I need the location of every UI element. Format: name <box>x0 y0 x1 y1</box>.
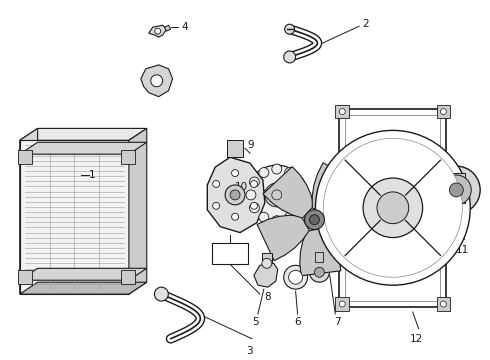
Circle shape <box>249 203 259 213</box>
Circle shape <box>433 166 480 214</box>
Circle shape <box>441 301 446 307</box>
Circle shape <box>441 109 446 114</box>
Circle shape <box>449 183 464 197</box>
Circle shape <box>259 212 269 222</box>
Polygon shape <box>323 208 371 249</box>
Circle shape <box>441 175 471 205</box>
Circle shape <box>265 183 289 207</box>
Polygon shape <box>20 268 147 280</box>
Circle shape <box>315 267 324 277</box>
Polygon shape <box>141 65 172 96</box>
Polygon shape <box>20 140 129 294</box>
Text: 9: 9 <box>247 140 254 150</box>
Circle shape <box>305 210 324 230</box>
Circle shape <box>246 190 256 200</box>
Circle shape <box>377 192 409 224</box>
Text: 5: 5 <box>253 317 259 327</box>
Circle shape <box>232 213 239 220</box>
Circle shape <box>285 24 294 34</box>
Circle shape <box>316 130 470 285</box>
Polygon shape <box>165 25 171 31</box>
Text: 8: 8 <box>264 292 270 302</box>
Polygon shape <box>312 163 358 215</box>
Circle shape <box>213 202 220 209</box>
Polygon shape <box>20 282 147 294</box>
Polygon shape <box>20 142 147 154</box>
Circle shape <box>285 212 294 222</box>
Text: 11: 11 <box>456 246 469 256</box>
Text: 7: 7 <box>334 317 341 327</box>
Circle shape <box>213 180 220 188</box>
Circle shape <box>249 177 259 187</box>
Circle shape <box>250 202 257 209</box>
Bar <box>451 173 466 203</box>
Circle shape <box>272 190 282 200</box>
Circle shape <box>225 185 245 205</box>
Circle shape <box>272 216 282 226</box>
Circle shape <box>154 287 169 301</box>
Circle shape <box>323 138 462 277</box>
Polygon shape <box>257 215 309 261</box>
Circle shape <box>310 215 319 225</box>
Circle shape <box>284 51 295 63</box>
Polygon shape <box>207 157 265 233</box>
Circle shape <box>151 75 163 87</box>
Circle shape <box>259 167 269 177</box>
Text: 4: 4 <box>181 22 188 32</box>
Text: 2: 2 <box>362 19 368 29</box>
Text: 3: 3 <box>246 346 253 356</box>
Circle shape <box>310 262 329 282</box>
Text: 12: 12 <box>410 334 423 344</box>
Bar <box>121 150 135 164</box>
Polygon shape <box>20 129 38 294</box>
Circle shape <box>339 109 345 114</box>
Circle shape <box>294 177 304 187</box>
Text: 6: 6 <box>294 317 301 327</box>
Bar <box>212 243 248 264</box>
Circle shape <box>294 203 304 213</box>
Polygon shape <box>316 252 323 262</box>
Bar <box>437 297 450 311</box>
Circle shape <box>247 165 307 225</box>
Polygon shape <box>149 25 167 37</box>
Circle shape <box>272 164 282 174</box>
Circle shape <box>285 167 294 177</box>
Circle shape <box>289 270 302 284</box>
Circle shape <box>339 301 345 307</box>
Bar <box>18 270 32 284</box>
Circle shape <box>284 265 308 289</box>
Polygon shape <box>300 228 341 276</box>
Circle shape <box>262 258 272 268</box>
Bar <box>339 109 446 307</box>
Bar <box>335 297 349 311</box>
Circle shape <box>155 28 161 34</box>
Circle shape <box>232 170 239 176</box>
Text: 1: 1 <box>89 170 96 180</box>
Bar <box>335 105 349 118</box>
Polygon shape <box>262 253 272 264</box>
Polygon shape <box>263 167 314 218</box>
Polygon shape <box>129 129 147 294</box>
Polygon shape <box>435 182 441 198</box>
Polygon shape <box>254 264 278 287</box>
Circle shape <box>250 180 257 188</box>
Bar <box>345 114 441 301</box>
Circle shape <box>297 190 308 200</box>
Polygon shape <box>227 140 243 157</box>
Text: 10: 10 <box>235 182 248 192</box>
Bar <box>18 150 32 164</box>
Bar <box>121 270 135 284</box>
Polygon shape <box>20 129 147 140</box>
Circle shape <box>230 190 240 200</box>
Circle shape <box>363 178 422 238</box>
Bar <box>437 105 450 118</box>
